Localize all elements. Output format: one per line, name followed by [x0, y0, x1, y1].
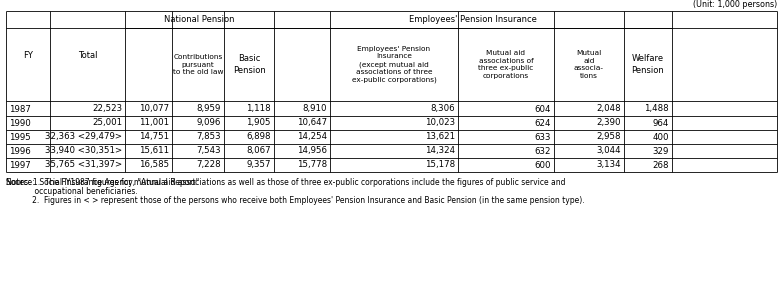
Text: 33,940 <30,351>: 33,940 <30,351> [45, 146, 122, 156]
Text: Employees' Pension
Insurance
(except mutual aid
associations of three
ex-public : Employees' Pension Insurance (except mut… [352, 46, 436, 83]
Text: 15,611: 15,611 [139, 146, 169, 156]
Text: National Pension: National Pension [164, 15, 235, 24]
Text: occupational beneficiaries.: occupational beneficiaries. [6, 187, 138, 196]
Text: (Unit: 1,000 persons): (Unit: 1,000 persons) [693, 0, 777, 9]
Text: Basic
Pension: Basic Pension [233, 54, 265, 75]
Text: 8,306: 8,306 [431, 105, 455, 113]
Text: 633: 633 [535, 133, 551, 141]
Text: 15,178: 15,178 [425, 160, 455, 170]
Text: 2,048: 2,048 [597, 105, 621, 113]
Text: 400: 400 [652, 133, 669, 141]
Text: 10,023: 10,023 [425, 119, 455, 127]
Text: 14,254: 14,254 [297, 133, 327, 141]
Text: 7,228: 7,228 [197, 160, 221, 170]
Text: Notes: 1.  The FY1987 figures for mutual aid associations as well as those of th: Notes: 1. The FY1987 figures for mutual … [6, 178, 565, 187]
Text: 3,134: 3,134 [597, 160, 621, 170]
Text: 11,001: 11,001 [139, 119, 169, 127]
Text: 9,357: 9,357 [247, 160, 271, 170]
Text: 9,096: 9,096 [197, 119, 221, 127]
Text: 600: 600 [535, 160, 551, 170]
Text: 15,778: 15,778 [297, 160, 327, 170]
Text: 16,585: 16,585 [139, 160, 169, 170]
Text: 2,958: 2,958 [597, 133, 621, 141]
Text: Mutual
aid
associa-
tions: Mutual aid associa- tions [574, 50, 604, 79]
Text: 329: 329 [652, 146, 669, 156]
Text: 10,077: 10,077 [139, 105, 169, 113]
Text: Employees' Pension Insurance: Employees' Pension Insurance [409, 15, 537, 24]
Text: 1,488: 1,488 [644, 105, 669, 113]
Text: 268: 268 [652, 160, 669, 170]
Text: 22,523: 22,523 [92, 105, 122, 113]
Text: Mutual aid
associations of
three ex-public
corporations: Mutual aid associations of three ex-publ… [478, 50, 534, 79]
Text: 2.  Figures in < > represent those of the persons who receive both Employees' Pe: 2. Figures in < > represent those of the… [6, 196, 585, 205]
Text: 3,044: 3,044 [597, 146, 621, 156]
Text: 8,067: 8,067 [247, 146, 271, 156]
Text: 1997: 1997 [9, 160, 31, 170]
Text: 32,363 <29,479>: 32,363 <29,479> [45, 133, 122, 141]
Text: FY: FY [23, 52, 33, 60]
Text: 13,621: 13,621 [425, 133, 455, 141]
Text: 964: 964 [652, 119, 669, 127]
Text: 632: 632 [535, 146, 551, 156]
Text: 8,910: 8,910 [302, 105, 327, 113]
Text: 1987: 1987 [9, 105, 31, 113]
Text: 6,898: 6,898 [247, 133, 271, 141]
Text: Welfare
Pension: Welfare Pension [632, 54, 664, 75]
Text: Source:  Social Insurance Agency, "Annual Report": Source: Social Insurance Agency, "Annual… [6, 178, 199, 187]
Text: 14,324: 14,324 [425, 146, 455, 156]
Text: Contributions
pursuant
to the old law: Contributions pursuant to the old law [173, 54, 223, 75]
Text: 1996: 1996 [9, 146, 31, 156]
Text: 10,647: 10,647 [297, 119, 327, 127]
Text: 7,853: 7,853 [197, 133, 221, 141]
Text: 624: 624 [535, 119, 551, 127]
Text: 25,001: 25,001 [92, 119, 122, 127]
Text: 1,905: 1,905 [247, 119, 271, 127]
Text: 35,765 <31,397>: 35,765 <31,397> [45, 160, 122, 170]
Text: 14,956: 14,956 [297, 146, 327, 156]
Text: 14,751: 14,751 [139, 133, 169, 141]
Text: 1,118: 1,118 [247, 105, 271, 113]
Text: 7,543: 7,543 [197, 146, 221, 156]
Text: Total: Total [78, 52, 97, 60]
Text: 1990: 1990 [9, 119, 31, 127]
Text: 8,959: 8,959 [197, 105, 221, 113]
Text: 1995: 1995 [9, 133, 31, 141]
Text: 2,390: 2,390 [597, 119, 621, 127]
Text: 604: 604 [535, 105, 551, 113]
